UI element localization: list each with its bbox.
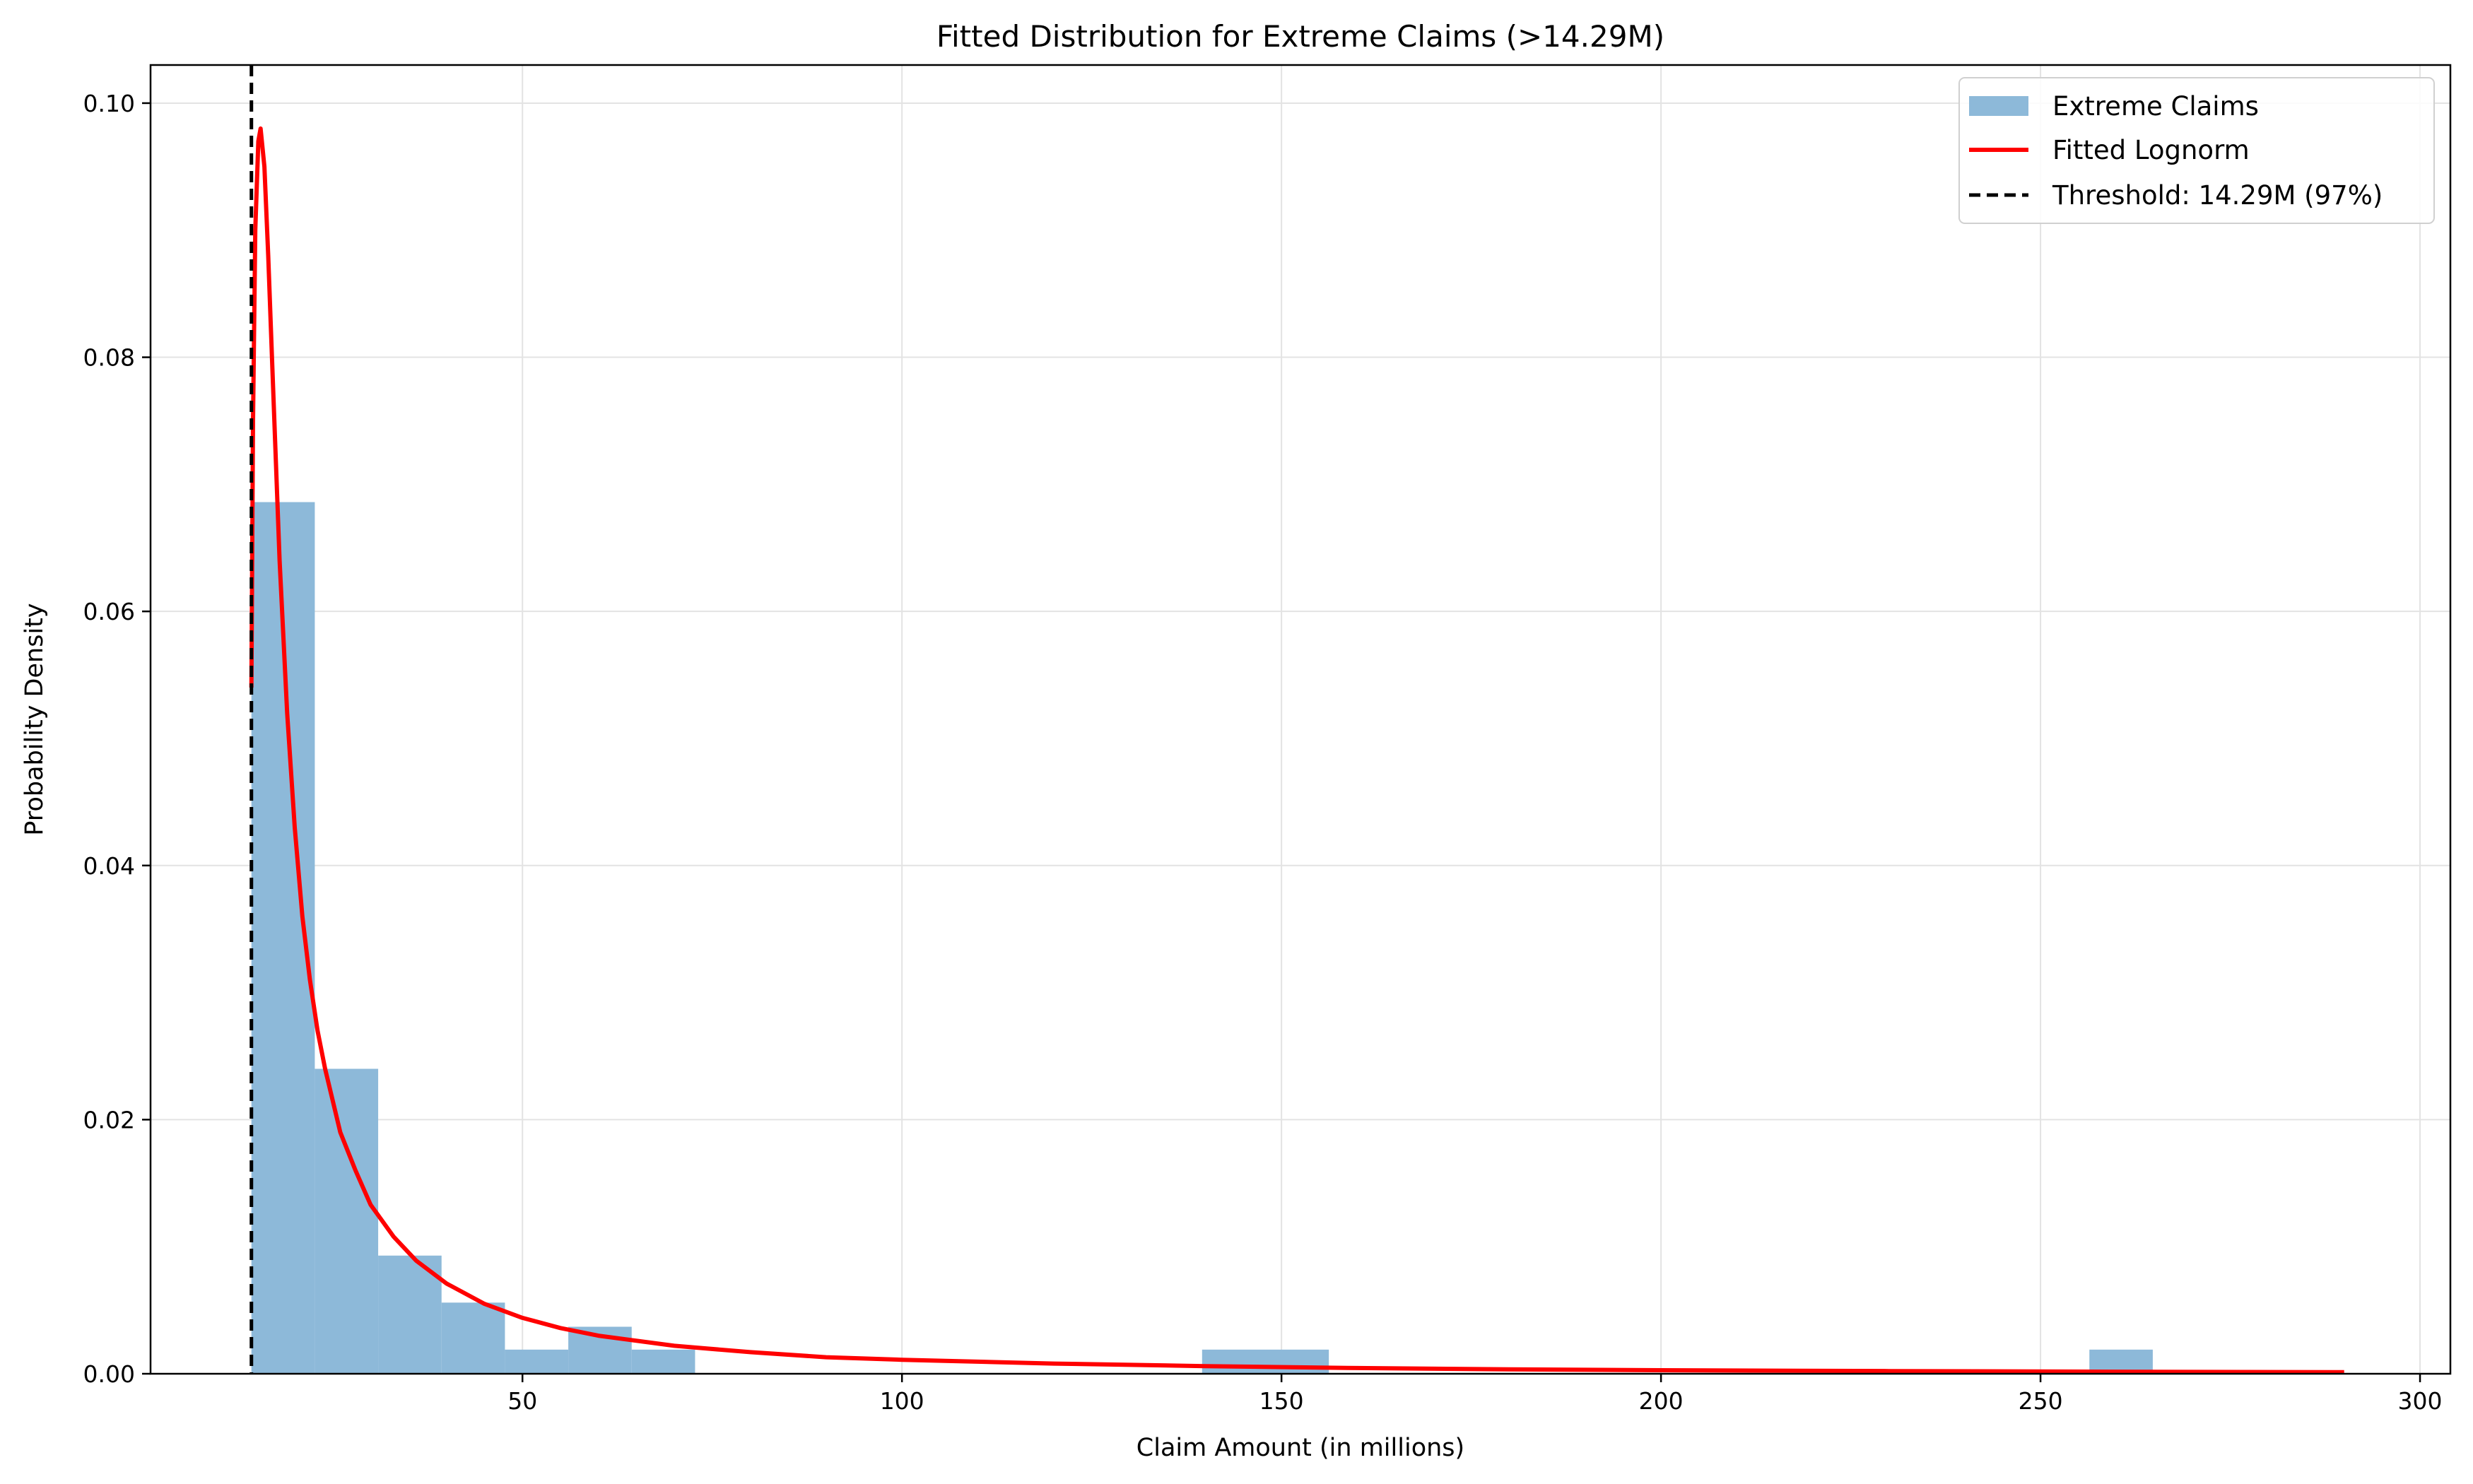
x-tick-label-2: 150 [1259, 1387, 1304, 1415]
histogram-bar-8 [1265, 1349, 1329, 1374]
histogram-bar-1 [315, 1068, 379, 1374]
y-tick-label-4: 0.08 [83, 344, 135, 372]
plot-frame [149, 64, 2452, 1375]
y-tick-label-0: 0.00 [83, 1360, 135, 1388]
fitted-curve-layer [249, 126, 2344, 1374]
histogram-bar-2 [378, 1255, 442, 1374]
x-tick-label-1: 100 [880, 1387, 924, 1415]
x-tick-label-3: 200 [1639, 1387, 1684, 1415]
y-axis-label: Probability Density [20, 603, 49, 835]
legend-label-curve: Fitted Lognorm [2052, 135, 2250, 165]
legend-box [1958, 77, 2435, 224]
legend: Extreme Claims Fitted Lognorm Threshold:… [1958, 77, 2435, 224]
y-axis-ticks: 0.00 0.02 0.04 0.06 0.08 0.10 [83, 90, 151, 1388]
x-axis-ticks: 50 100 150 200 250 300 [507, 1374, 2443, 1415]
fitted-lognorm-curve [249, 126, 2344, 1374]
histogram-bar-4 [505, 1349, 569, 1374]
chart-title: Fitted Distribution for Extreme Claims (… [936, 19, 1664, 54]
x-tick-label-4: 250 [2019, 1387, 2063, 1415]
grid [151, 65, 2450, 1374]
y-tick-label-1: 0.02 [83, 1106, 135, 1133]
legend-label-histogram: Extreme Claims [2052, 91, 2259, 122]
histogram-bar-7 [1202, 1349, 1266, 1374]
x-tick-label-0: 50 [507, 1387, 537, 1415]
legend-label-threshold: Threshold: 14.29M (97%) [2052, 180, 2383, 211]
y-tick-label-5: 0.10 [83, 90, 135, 117]
x-tick-label-5: 300 [2398, 1387, 2443, 1415]
histogram-bar-6 [631, 1349, 695, 1374]
histogram-bar-3 [441, 1302, 505, 1374]
x-axis-label: Claim Amount (in millions) [1136, 1434, 1464, 1462]
legend-swatch-histogram [1969, 96, 2028, 116]
y-tick-label-3: 0.06 [83, 598, 135, 625]
histogram-bars [251, 502, 2153, 1374]
y-tick-label-2: 0.04 [83, 852, 135, 880]
